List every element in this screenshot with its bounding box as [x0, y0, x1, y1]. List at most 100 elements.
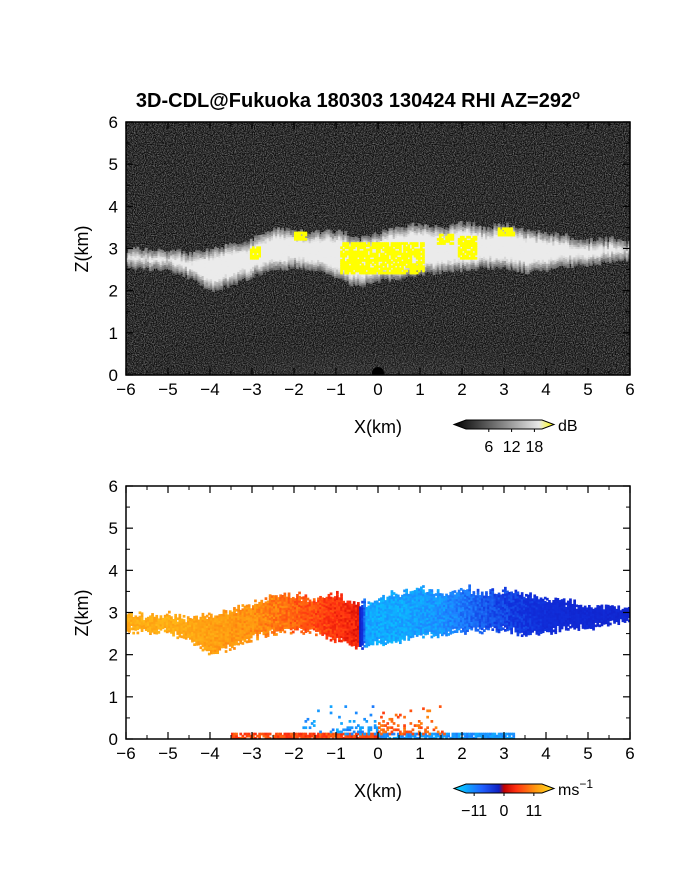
echo-cell	[172, 260, 175, 263]
echo-cell	[325, 265, 329, 269]
echo-cell	[602, 247, 606, 251]
echo-cell	[296, 247, 299, 251]
echo-cell	[195, 252, 198, 256]
echo-cell	[235, 250, 238, 254]
echo-cell	[279, 255, 282, 258]
echo-cell	[132, 253, 135, 257]
echo-cell	[550, 256, 553, 260]
echo-cell	[281, 238, 285, 241]
strong-echo-cell	[470, 256, 474, 260]
echo-cell	[340, 235, 343, 239]
echo-cell	[239, 263, 243, 266]
echo-cell	[579, 241, 583, 245]
echo-cell	[560, 244, 564, 247]
strong-echo-cell	[340, 263, 343, 266]
echo-cell	[258, 239, 261, 242]
echo-cell	[237, 273, 240, 277]
echo-cell	[531, 241, 534, 244]
strong-echo-cell	[462, 242, 465, 245]
echo-cell	[239, 254, 243, 258]
echo-cell	[205, 273, 209, 277]
echo-cell	[189, 251, 192, 255]
echo-cell	[468, 238, 471, 242]
echo-cell	[294, 244, 297, 248]
echo-cell	[512, 246, 516, 250]
echo-cell	[539, 257, 543, 261]
echo-cell	[243, 266, 247, 270]
echo-cell	[506, 222, 509, 226]
echo-cell	[432, 228, 436, 231]
echo-cell	[548, 242, 551, 245]
echo-cell	[235, 259, 238, 262]
echo-cell	[338, 229, 341, 233]
velocity-cell	[140, 629, 144, 632]
echo-cell	[279, 229, 282, 233]
echo-cell	[483, 230, 486, 234]
echo-cell	[415, 228, 419, 232]
echo-cell	[207, 264, 211, 267]
strong-echo-cell	[396, 244, 400, 247]
echo-cell	[239, 271, 243, 275]
echo-cell	[270, 258, 274, 262]
echo-cell	[621, 247, 625, 251]
strong-echo-cell	[508, 229, 511, 233]
echo-cell	[302, 265, 306, 268]
echo-cell	[155, 261, 159, 265]
echo-cell	[243, 256, 247, 259]
echo-cell	[231, 267, 234, 270]
echo-cell	[210, 261, 213, 265]
echo-cell	[617, 241, 621, 244]
echo-cell	[220, 285, 224, 288]
echo-cell	[264, 264, 268, 267]
echo-cell	[541, 259, 545, 262]
strong-echo-cell	[350, 259, 354, 262]
echo-cell	[300, 246, 303, 249]
strong-echo-cell	[367, 263, 371, 266]
echo-cell	[161, 262, 165, 266]
echo-cell	[222, 265, 226, 269]
echo-cell	[434, 248, 438, 251]
echo-cell	[501, 239, 505, 242]
strong-echo-cell	[394, 271, 398, 275]
echo-cell	[203, 260, 207, 264]
echo-cell	[294, 240, 297, 244]
echo-cell	[386, 275, 390, 279]
strong-echo-cell	[451, 233, 455, 237]
echo-cell	[384, 238, 387, 242]
echo-cell	[203, 258, 207, 262]
echo-cell	[445, 250, 448, 254]
echo-cell	[556, 264, 560, 268]
echo-cell	[128, 252, 131, 256]
strong-echo-cell	[438, 242, 442, 245]
strong-echo-cell	[413, 250, 417, 254]
strong-echo-cell	[386, 250, 390, 254]
echo-cell	[480, 240, 484, 244]
echo-cell	[138, 251, 142, 255]
echo-cell	[464, 229, 467, 233]
echo-cell	[539, 255, 543, 259]
echo-cell	[520, 265, 524, 269]
echo-cell	[485, 255, 488, 259]
echo-cell	[447, 249, 450, 252]
echo-cell	[170, 267, 173, 271]
echo-cell	[291, 247, 295, 250]
echo-cell	[291, 255, 295, 259]
echo-cell	[333, 260, 337, 264]
strong-echo-cell	[405, 265, 408, 269]
echo-cell	[285, 242, 289, 246]
echo-cell	[619, 250, 623, 254]
echo-cell	[285, 248, 289, 252]
echo-cell	[497, 250, 501, 254]
echo-cell	[153, 257, 156, 261]
echo-cell	[333, 250, 337, 253]
echo-cell	[531, 266, 534, 270]
strong-echo-cell	[359, 265, 362, 269]
echo-cell	[585, 249, 589, 253]
echo-cell	[182, 274, 186, 278]
echo-cell	[283, 250, 287, 253]
echo-cell	[422, 230, 425, 234]
echo-cell	[327, 263, 331, 267]
echo-cell	[180, 271, 184, 274]
echo-cell	[237, 267, 240, 270]
